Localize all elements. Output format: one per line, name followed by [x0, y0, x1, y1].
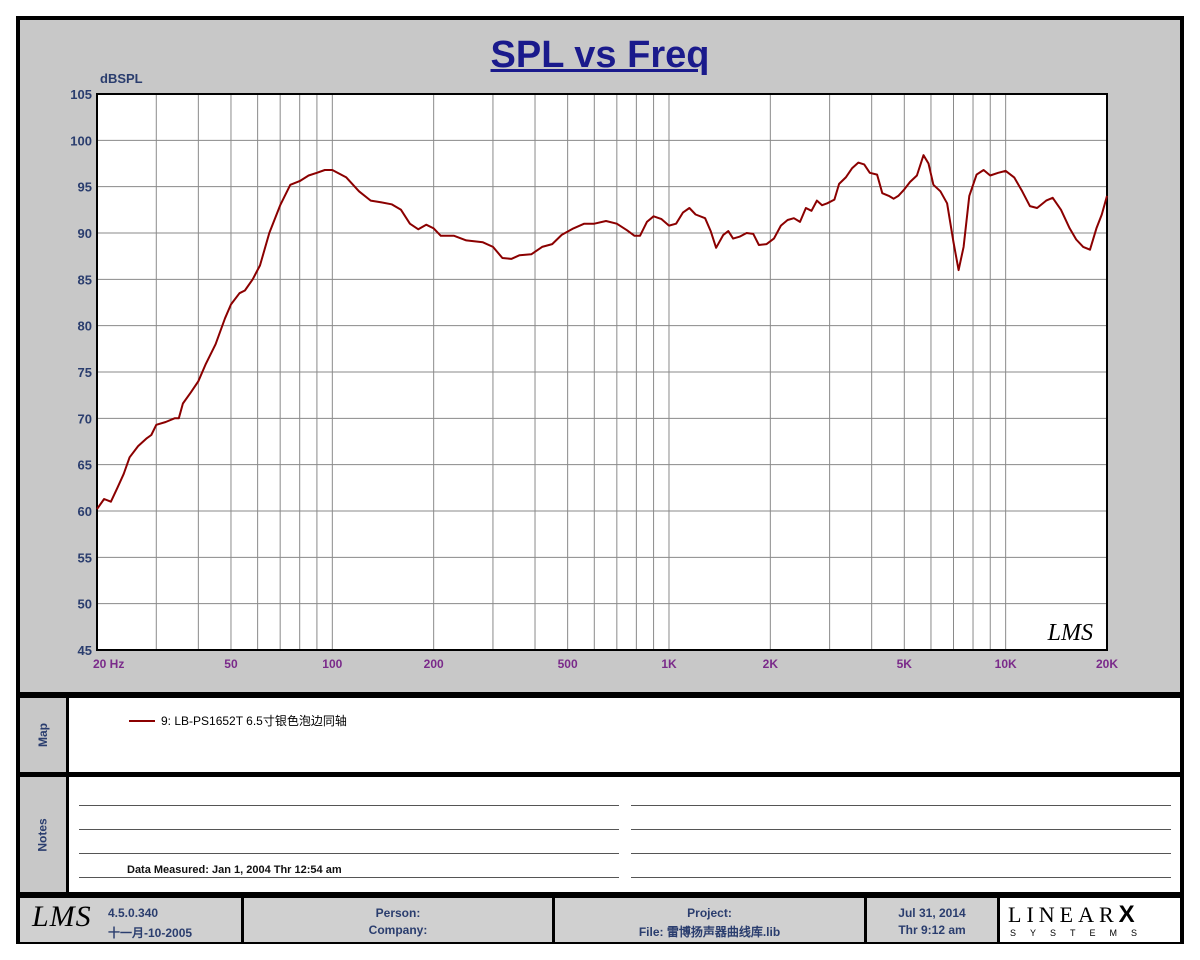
y-tick-label: 75	[78, 365, 92, 380]
version: 4.5.0.340	[108, 906, 159, 920]
notes-label-text: Notes	[36, 817, 50, 852]
map-label-text: Map	[36, 723, 50, 747]
x-tick-label: 200	[424, 657, 444, 671]
footer-version-cell: LMS 4.5.0.340 十一月-10-2005	[20, 898, 241, 942]
separator	[20, 772, 1180, 777]
x-tick-label: 1K	[661, 657, 677, 671]
legend-entry: 9: LB-PS1652T 6.5寸银色泡边同轴	[129, 712, 347, 729]
x-tick-label: 100	[322, 657, 342, 671]
linearx-x: X	[1118, 901, 1135, 928]
person-label: Person:	[375, 906, 421, 920]
footer-project-cell: Project: File: 雷博扬声器曲线库.lib	[555, 898, 864, 942]
spl-curve	[96, 154, 1108, 510]
footer-bar: LMS 4.5.0.340 十一月-10-2005 Person: Compan…	[20, 898, 1180, 942]
legend-label: 9: LB-PS1652T 6.5寸银色泡边同轴	[161, 714, 347, 728]
linearx-wordmark: LINEARX	[1008, 901, 1135, 929]
y-tick-label: 55	[78, 550, 92, 565]
note-line	[79, 805, 619, 806]
y-tick-label: 105	[70, 87, 92, 102]
map-label: Map	[20, 698, 66, 772]
notes-label: Notes	[20, 777, 66, 892]
build-date: 十一月-10-2005	[108, 926, 193, 940]
company-label: Company:	[368, 923, 428, 937]
separator	[20, 892, 1180, 898]
y-tick-label: 50	[78, 597, 92, 612]
note-line	[79, 877, 619, 878]
linearx-systems: SYSTEMS	[1010, 928, 1152, 938]
legend-swatch	[129, 719, 155, 722]
y-tick-label: 60	[78, 504, 92, 519]
linearx-logo: LINEARX SYSTEMS	[1000, 898, 1180, 942]
separator	[20, 692, 1180, 698]
x-tick-label: 2K	[763, 657, 779, 671]
y-tick-label: 45	[78, 643, 92, 658]
y-tick-label: 100	[70, 133, 92, 148]
file-label: File: 雷博扬声器曲线库.lib	[638, 925, 781, 939]
y-tick-label: 85	[78, 272, 92, 287]
data-measured: Data Measured: Jan 1, 2004 Thr 12:54 am	[127, 864, 342, 876]
note-line	[631, 853, 1171, 854]
note-line	[631, 805, 1171, 806]
divider	[864, 898, 867, 942]
y-axis-label: dBSPL	[100, 71, 143, 86]
divider	[66, 777, 69, 892]
footer-date: Jul 31, 2014	[898, 906, 966, 920]
notes-panel: Data Measured: Jan 1, 2004 Thr 12:54 am	[69, 777, 1180, 892]
note-line	[631, 829, 1171, 830]
x-tick-label: 50	[224, 657, 238, 671]
x-tick-label: 20 Hz	[93, 657, 124, 671]
chart-frame: 45 50 55 60 65 70 75 80 85 90 95 100 105 20 Hz 50 100 20…	[16, 16, 1184, 944]
x-tick-label: 10K	[995, 657, 1017, 671]
footer-time: Thr 9:12 am	[898, 923, 966, 937]
lms-logo: LMS	[32, 900, 92, 933]
divider	[66, 698, 69, 772]
note-line	[631, 877, 1171, 878]
footer-date-cell: Jul 31, 2014 Thr 9:12 am	[867, 898, 997, 942]
chart-canvas: 45 50 55 60 65 70 75 80 85 90 95 100 105 20 Hz 50 100 20…	[70, 71, 1118, 671]
y-tick-label: 70	[78, 411, 92, 426]
lms-watermark: LMS	[1047, 620, 1093, 646]
map-panel: 9: LB-PS1652T 6.5寸银色泡边同轴	[69, 698, 1180, 772]
x-tick-label: 5K	[897, 657, 913, 671]
divider	[552, 898, 555, 942]
chart-title: SPL vs Freq	[490, 34, 710, 76]
footer-person-cell: Person: Company:	[244, 898, 552, 942]
y-tick-label: 95	[78, 180, 92, 195]
project-label: Project:	[687, 906, 732, 920]
note-line	[79, 853, 619, 854]
note-line	[79, 829, 619, 830]
y-tick-label: 80	[78, 319, 92, 334]
divider	[997, 898, 1000, 942]
linearx-text: LINEAR	[1008, 902, 1119, 927]
y-tick-label: 65	[78, 458, 92, 473]
divider	[241, 898, 244, 942]
x-tick-label: 500	[558, 657, 578, 671]
x-tick-label: 20K	[1096, 657, 1118, 671]
plot-border	[96, 93, 1108, 651]
y-tick-label: 90	[78, 226, 92, 241]
